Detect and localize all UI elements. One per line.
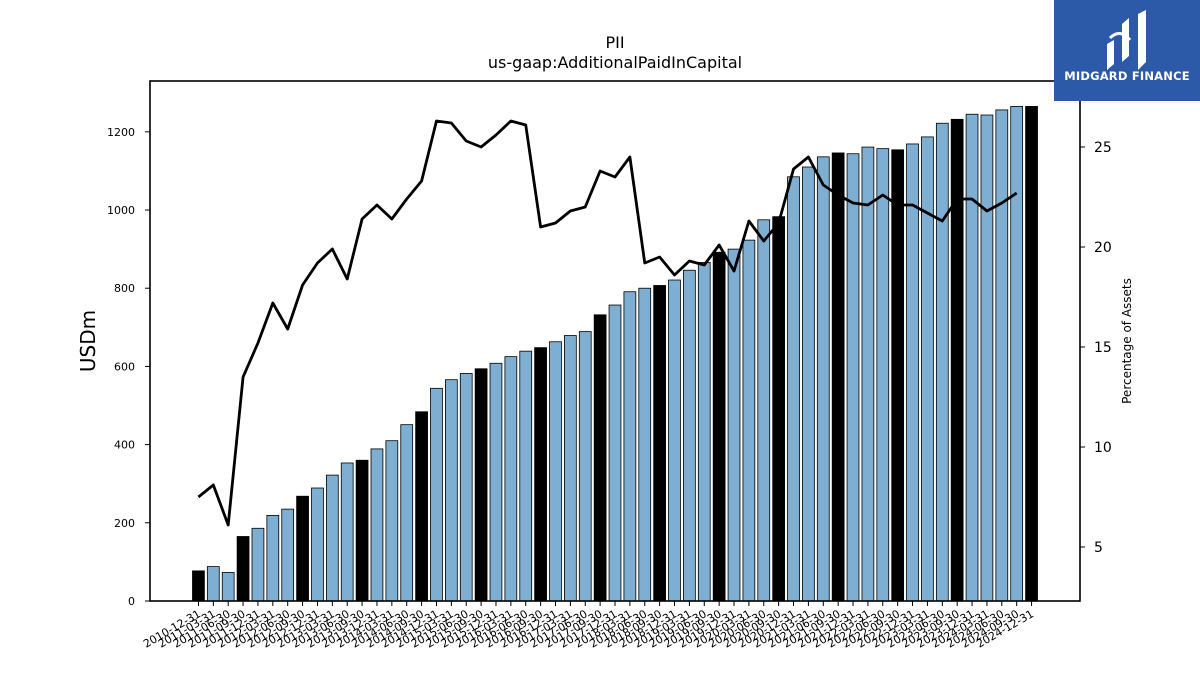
y2-axis-ticks: 5 10 15 20 25 xyxy=(1080,140,1112,556)
line-series xyxy=(197,119,1018,527)
bar xyxy=(697,262,711,602)
y-tick-label: 0 xyxy=(128,595,135,608)
bar xyxy=(519,350,533,602)
bar xyxy=(950,118,964,602)
bar xyxy=(816,156,830,602)
y2-tick-label: 25 xyxy=(1094,140,1112,156)
y-tick-label: 600 xyxy=(114,360,135,373)
y-tick-label: 400 xyxy=(114,439,135,452)
bar xyxy=(1025,106,1038,602)
bar xyxy=(370,448,384,602)
percentage-line xyxy=(197,119,1018,527)
bar xyxy=(935,122,949,602)
y-tick-label: 800 xyxy=(114,282,135,295)
bar xyxy=(980,114,994,602)
bar xyxy=(355,459,369,602)
bar xyxy=(296,495,309,602)
bar xyxy=(444,379,458,602)
bar xyxy=(325,474,339,602)
bar xyxy=(221,572,235,602)
bar xyxy=(861,146,875,602)
bar xyxy=(623,291,637,602)
bar xyxy=(549,341,562,602)
y-tick-label: 1000 xyxy=(107,204,135,217)
bar xyxy=(846,153,860,602)
bar xyxy=(266,514,280,602)
y2-tick-label: 15 xyxy=(1094,340,1112,356)
y-tick-label: 1200 xyxy=(107,126,135,139)
bar xyxy=(504,356,518,602)
bar xyxy=(772,216,786,602)
brand-logo: MIDGARD FINANCE xyxy=(1054,0,1200,101)
y-axis-label: USDm xyxy=(76,310,100,372)
bar xyxy=(534,347,547,602)
bar xyxy=(251,527,265,602)
bar xyxy=(281,508,295,602)
bar xyxy=(564,335,577,602)
bar xyxy=(802,166,815,602)
x-axis-ticks: 2010-12-312011-03-312011-06-302011-09-30… xyxy=(141,601,1036,651)
bar xyxy=(608,304,622,602)
bar xyxy=(1010,106,1024,602)
chart-subtitle: us-gaap:AdditionalPaidInCapital xyxy=(488,53,742,72)
bar xyxy=(489,362,503,602)
bar xyxy=(578,331,592,602)
bar xyxy=(668,279,681,602)
bar xyxy=(206,566,220,602)
bar xyxy=(430,387,443,602)
bar xyxy=(236,536,250,602)
bar xyxy=(891,149,905,602)
brand-name: MIDGARD FINANCE xyxy=(1064,69,1190,83)
bar xyxy=(712,251,726,602)
bar xyxy=(965,113,979,602)
bar xyxy=(727,248,741,602)
bar xyxy=(742,239,756,602)
bar xyxy=(192,570,205,602)
y2-tick-label: 5 xyxy=(1094,540,1103,556)
bar xyxy=(638,287,652,602)
midgard-logo-icon xyxy=(1107,10,1146,70)
bar-series xyxy=(192,106,1038,602)
bar xyxy=(757,219,771,602)
bar xyxy=(593,314,607,602)
y2-tick-label: 10 xyxy=(1094,440,1112,456)
bar xyxy=(995,109,1009,602)
bar xyxy=(400,424,414,602)
y-tick-label: 200 xyxy=(114,517,135,530)
bar xyxy=(787,176,800,602)
bar xyxy=(906,143,919,602)
y2-axis-label: Percentage of Assets xyxy=(1120,278,1134,404)
bar xyxy=(340,462,354,602)
bar xyxy=(385,440,399,602)
y2-tick-label: 20 xyxy=(1094,240,1112,256)
bar xyxy=(459,373,473,602)
bar xyxy=(683,269,696,602)
chart-title: PII xyxy=(605,33,624,52)
bar xyxy=(415,411,428,602)
bar xyxy=(311,487,324,602)
bar xyxy=(876,148,890,602)
bar xyxy=(474,368,488,602)
bar xyxy=(921,136,934,602)
bar xyxy=(653,285,666,602)
y-axis-ticks: 0 200 400 600 800 1000 1200 xyxy=(107,126,150,608)
bar xyxy=(831,152,845,602)
